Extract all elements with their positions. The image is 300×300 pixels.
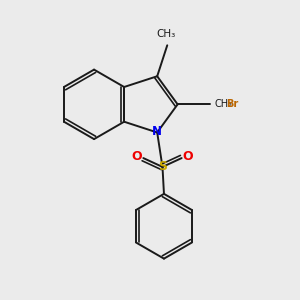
Text: CH₃: CH₃ [156, 29, 176, 39]
Text: CH₂: CH₂ [214, 99, 232, 110]
Text: N: N [152, 125, 162, 138]
Text: S: S [158, 160, 167, 173]
Text: O: O [183, 150, 194, 163]
Text: O: O [132, 150, 142, 163]
Text: Br: Br [226, 99, 238, 110]
